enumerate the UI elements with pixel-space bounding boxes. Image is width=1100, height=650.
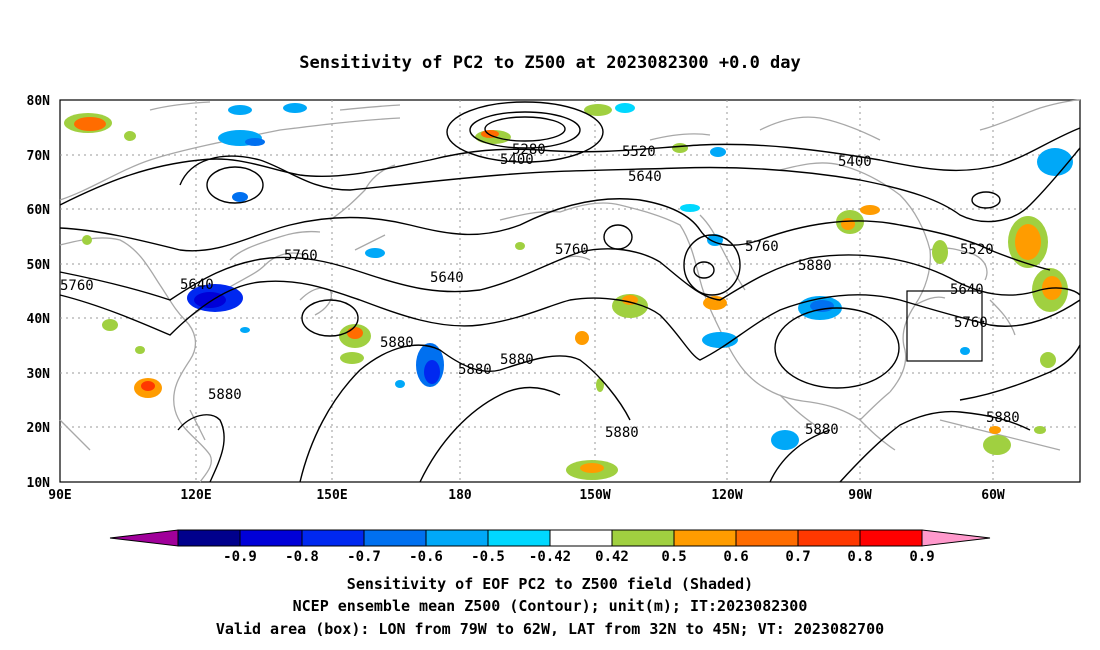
colorbar-labels: -0.9 -0.8 -0.7 -0.6 -0.5 -0.42 0.42 0.5 0.6 0.7 0.… — [223, 549, 935, 565]
contour-label: 5880 — [458, 362, 492, 378]
colorbar-min-arrow — [109, 529, 179, 547]
lon-label: 60W — [981, 488, 1005, 503]
lat-label: 80N — [27, 94, 51, 109]
figure-title: Sensitivity of PC2 to Z500 at 2023082300… — [299, 53, 801, 73]
colorbar-segment — [239, 529, 303, 547]
colorbar-tick-label: 0.6 — [723, 549, 748, 565]
coastlines — [59, 99, 1081, 483]
lon-label: 90W — [848, 488, 872, 503]
colorbar-segment — [549, 529, 613, 547]
contour-label: 5280 — [512, 142, 546, 158]
contour-label: 5520 — [960, 242, 994, 258]
colorbar-segment — [301, 529, 365, 547]
colorbar-tick-label: 0.9 — [909, 549, 934, 565]
contour-label: 5640 — [180, 277, 214, 293]
contour-label: 5880 — [805, 422, 839, 438]
lon-label: 180 — [448, 488, 472, 503]
contour-label: 5880 — [986, 410, 1020, 426]
colorbar-tick-label: -0.6 — [409, 549, 443, 565]
contour-label: 5880 — [380, 335, 414, 351]
contour-labels: 5280 5400 5520 5400 5640 5520 5760 5640 … — [60, 142, 1020, 441]
colorbar-tick-label: 0.42 — [595, 549, 629, 565]
contour-label: 5640 — [950, 282, 984, 298]
contour-label: 5880 — [798, 258, 832, 274]
lon-axis-labels: 90E 120E 150E 180 150W 120W 90W 60W — [48, 488, 1005, 503]
colorbar-segment — [487, 529, 551, 547]
contour-label: 5760 — [60, 278, 94, 294]
contour-label: 5880 — [500, 352, 534, 368]
contour-label: 5760 — [555, 242, 589, 258]
footer-line-3: Valid area (box): LON from 79W to 62W, L… — [216, 620, 884, 638]
contour-label: 5760 — [745, 239, 779, 255]
colorbar-segment — [177, 529, 241, 547]
map-panel: 5280 5400 5520 5400 5640 5520 5760 5640 … — [59, 99, 1081, 483]
valid-area-box — [906, 290, 983, 362]
colorbar-tick-label: -0.5 — [471, 549, 505, 565]
contour-label: 5880 — [208, 387, 242, 403]
lat-label: 30N — [27, 367, 51, 382]
colorbar-tick-label: -0.42 — [529, 549, 571, 565]
contour-label: 5760 — [954, 315, 988, 331]
lat-label: 70N — [27, 149, 51, 164]
colorbar-tick-label: 0.7 — [785, 549, 810, 565]
lat-label: 40N — [27, 312, 51, 327]
colorbar-segment — [425, 529, 489, 547]
lon-label: 120W — [711, 488, 742, 503]
colorbar-segment — [859, 529, 923, 547]
colorbar-tick-label: 0.8 — [847, 549, 872, 565]
footer-line-1: Sensitivity of EOF PC2 to Z500 field (Sh… — [347, 575, 753, 593]
colorbar-tick-label: -0.7 — [347, 549, 381, 565]
colorbar-max-arrow — [921, 529, 991, 547]
contour-label: 5400 — [500, 152, 534, 168]
contour-label: 5760 — [284, 248, 318, 264]
colorbar-segment — [611, 529, 675, 547]
colorbar — [109, 529, 991, 547]
colorbar-tick-label: -0.8 — [285, 549, 319, 565]
contour-label: 5640 — [430, 270, 464, 286]
lon-label: 120E — [180, 488, 211, 503]
z500-contours — [59, 101, 1081, 483]
lat-label: 10N — [27, 476, 51, 491]
lat-axis-labels: 80N 70N 60N 50N 40N 30N 20N 10N — [27, 94, 51, 491]
colorbar-tick-label: -0.9 — [223, 549, 257, 565]
sensitivity-shading — [64, 103, 1073, 480]
contour-label: 5520 — [622, 144, 656, 160]
lat-label: 20N — [27, 421, 51, 436]
colorbar-segment — [797, 529, 861, 547]
colorbar-segment — [673, 529, 737, 547]
contour-label: 5640 — [628, 169, 662, 185]
lon-label: 150W — [579, 488, 610, 503]
lon-label: 90E — [48, 488, 71, 503]
colorbar-tick-label: 0.5 — [661, 549, 686, 565]
colorbar-segment — [363, 529, 427, 547]
lat-label: 50N — [27, 258, 51, 273]
footer-line-2: NCEP ensemble mean Z500 (Contour); unit(… — [293, 597, 808, 615]
contour-label: 5400 — [838, 154, 872, 170]
colorbar-segment — [735, 529, 799, 547]
contour-label: 5880 — [605, 425, 639, 441]
lon-label: 150E — [316, 488, 347, 503]
lat-label: 60N — [27, 203, 51, 218]
